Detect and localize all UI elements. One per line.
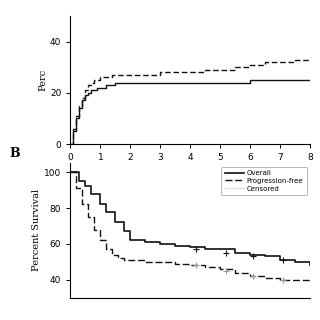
Text: B: B	[10, 147, 20, 160]
X-axis label: Years from Transplant: Years from Transplant	[135, 166, 245, 175]
Y-axis label: Percent Survival: Percent Survival	[32, 189, 41, 271]
Y-axis label: Perc: Perc	[38, 69, 47, 91]
Legend: Overall, Progression-free, Censored: Overall, Progression-free, Censored	[221, 167, 307, 195]
